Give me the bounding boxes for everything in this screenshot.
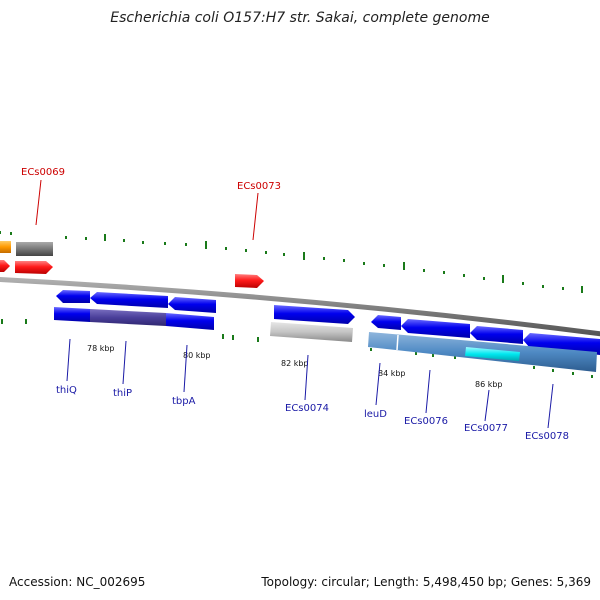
- label-ecs0076[interactable]: ECs0076: [404, 416, 448, 427]
- cds-arrow-leuD[interactable]: [371, 315, 401, 330]
- grey-feature[interactable]: [16, 242, 53, 256]
- tick-label-82kbp: 82 kbp: [281, 359, 309, 368]
- label-thiQ[interactable]: thiQ: [56, 385, 77, 396]
- red-feature-ecs0069[interactable]: [15, 261, 53, 274]
- cds-arrow-ecs0077[interactable]: [470, 326, 523, 344]
- block-ecs0074[interactable]: [270, 322, 353, 342]
- tick-label-84kbp: 84 kbp: [378, 369, 406, 378]
- label-ecs0074[interactable]: ECs0074: [285, 403, 329, 414]
- red-feature-ecs0073[interactable]: [235, 274, 264, 288]
- genome-stats: Topology: circular; Length: 5,498,450 bp…: [261, 575, 591, 589]
- cds-arrow-tbpA[interactable]: [168, 297, 216, 313]
- label-ecs0078[interactable]: ECs0078: [525, 431, 569, 442]
- kbp-tick-labels: 78 kbp 80 kbp 82 kbp 84 kbp 86 kbp: [87, 344, 503, 389]
- upper-tick-track: [0, 231, 583, 293]
- cds-arrow-thiQ[interactable]: [56, 290, 90, 303]
- block-thiP[interactable]: [90, 309, 166, 326]
- tick-label-78kbp: 78 kbp: [87, 344, 115, 353]
- red-feature-left[interactable]: [0, 260, 10, 272]
- block-tbpA[interactable]: [166, 313, 214, 330]
- label-ecs0077[interactable]: ECs0077: [464, 423, 508, 434]
- gene-label-group: [66, 338, 554, 429]
- cds-arrow-ecs0078[interactable]: [523, 333, 600, 355]
- block-thiQ[interactable]: [54, 307, 90, 322]
- red-label-group: ECs0069 ECs0073: [21, 167, 281, 241]
- accession-label: Accession: NC_002695: [9, 575, 146, 589]
- label-ecs0073[interactable]: ECs0073: [237, 181, 281, 192]
- cds-arrow-ecs0076[interactable]: [401, 319, 470, 338]
- tick-label-80kbp: 80 kbp: [183, 351, 211, 360]
- label-ecs0069[interactable]: ECs0069: [21, 167, 65, 178]
- label-leuD[interactable]: leuD: [364, 409, 387, 420]
- block-ecs0077[interactable]: [465, 347, 520, 361]
- orange-feature[interactable]: [0, 241, 11, 253]
- cds-arrow-ecs0074[interactable]: [274, 305, 355, 324]
- tick-label-86kbp: 86 kbp: [475, 380, 503, 389]
- label-thiP[interactable]: thiP: [113, 388, 132, 399]
- block-divider: [396, 334, 399, 351]
- genome-title: Escherichia coli O157:H7 str. Sakai, com…: [110, 10, 490, 26]
- genome-backbone: [0, 277, 600, 337]
- cds-arrow-thiP[interactable]: [90, 292, 168, 308]
- label-tbpA[interactable]: tbpA: [172, 396, 196, 407]
